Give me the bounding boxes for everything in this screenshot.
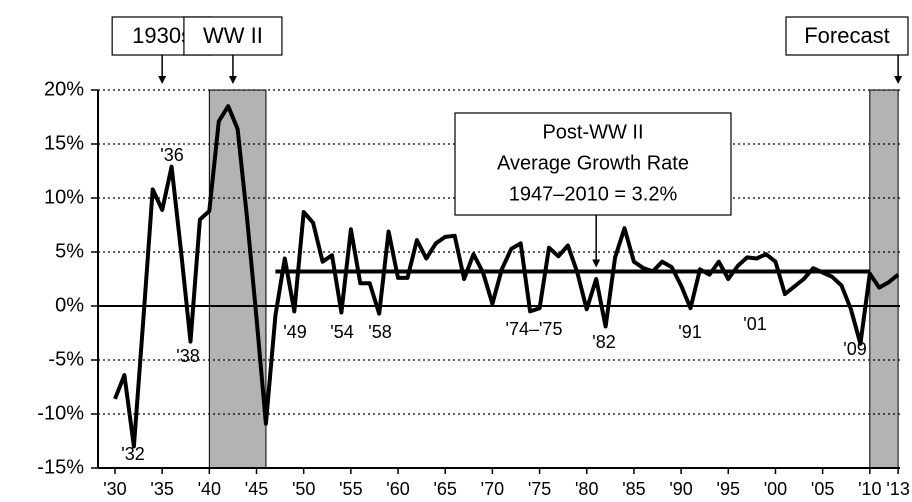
y-tick-label: 0%: [55, 294, 84, 316]
arrow-head: [592, 259, 601, 268]
callout-text: Average Growth Rate: [497, 152, 689, 174]
year-label: '09: [843, 339, 866, 359]
year-label: '54: [330, 322, 353, 342]
year-label: '36: [160, 145, 183, 165]
x-tick-label: '40: [198, 479, 221, 499]
year-label: '32: [121, 444, 144, 464]
x-tick-label: '95: [717, 479, 740, 499]
x-tick-label: '35: [150, 479, 173, 499]
y-tick-label: 15%: [44, 132, 84, 154]
callout-box: [454, 112, 732, 216]
year-label: '91: [678, 322, 701, 342]
year-label: '38: [176, 346, 199, 366]
period-box: [183, 16, 283, 56]
growth-line: [113, 104, 900, 449]
y-tick-label: 20%: [44, 78, 84, 100]
arrow-head: [894, 76, 903, 84]
arrow-head: [158, 76, 167, 84]
x-tick-label: '05: [811, 479, 834, 499]
y-tick-label: -10%: [37, 402, 84, 424]
arrow-head: [228, 76, 237, 84]
callout-text: Post-WW II: [542, 121, 643, 143]
y-tick-label: -5%: [48, 348, 84, 370]
year-label: '82: [592, 332, 615, 352]
period-label: 1930s: [132, 23, 192, 48]
x-tick-label: '55: [339, 479, 362, 499]
y-tick-label: -15%: [37, 456, 84, 478]
x-tick-label: '50: [292, 479, 315, 499]
x-tick-label: '75: [528, 479, 551, 499]
year-label: '74–'75: [506, 319, 563, 339]
y-tick-label: 10%: [44, 186, 84, 208]
shaded-region: [208, 89, 267, 469]
x-tick-label: '90: [669, 479, 692, 499]
x-tick-label: '80: [575, 479, 598, 499]
x-tick-label: '00: [764, 479, 787, 499]
period-label: Forecast: [804, 23, 890, 48]
y-tick-label: 5%: [55, 240, 84, 262]
period-box: [785, 16, 909, 56]
x-tick-label: '65: [433, 479, 456, 499]
x-tick-label: '85: [622, 479, 645, 499]
x-tick-label: '10: [858, 479, 881, 499]
period-label: WW II: [203, 23, 263, 48]
year-label: '49: [283, 322, 306, 342]
year-label: '58: [368, 322, 391, 342]
x-tick-label: '45: [245, 479, 268, 499]
x-tick-label: '13: [886, 479, 909, 499]
x-tick-label: '60: [386, 479, 409, 499]
x-tick-label: '70: [481, 479, 504, 499]
year-label: '01: [743, 314, 766, 334]
callout-text: 1947–2010 = 3.2%: [509, 183, 678, 205]
x-tick-label: '30: [103, 479, 126, 499]
